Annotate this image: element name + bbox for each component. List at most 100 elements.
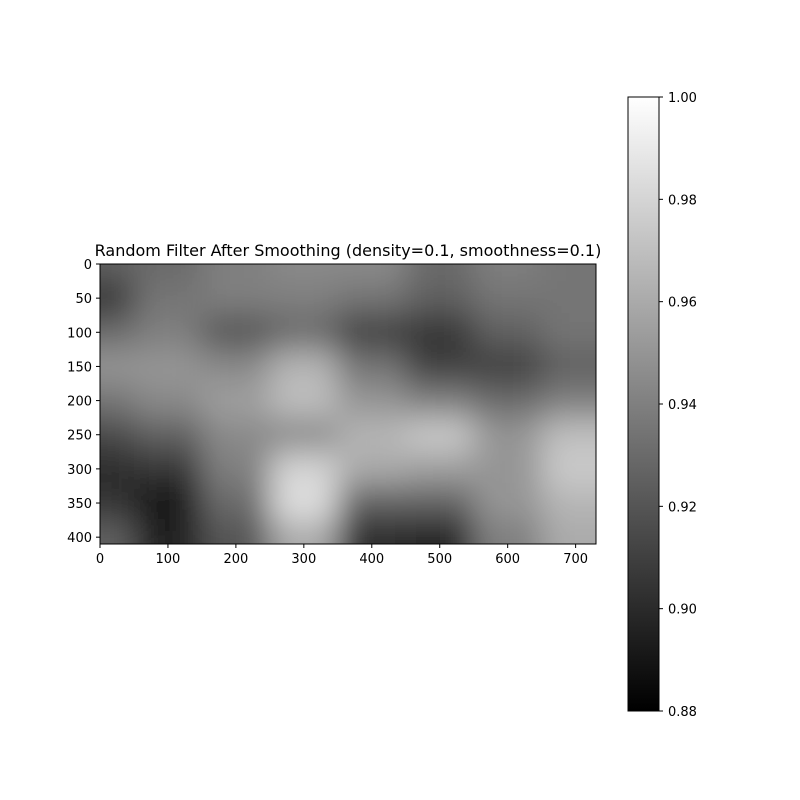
heatmap-cell — [201, 281, 271, 316]
heatmap-cell — [541, 349, 596, 385]
x-tick-label: 500 — [427, 552, 452, 567]
heatmap-image — [100, 264, 596, 544]
heatmap-cell — [269, 315, 339, 350]
heatmap-cell — [473, 349, 543, 385]
heatmap-cell — [133, 264, 203, 282]
y-tick-label: 100 — [67, 326, 92, 341]
heatmap-cell — [473, 281, 543, 316]
heatmap-cell — [133, 485, 203, 521]
heatmap-cell — [201, 315, 271, 350]
heatmap-cell — [269, 281, 339, 316]
heatmap-cell — [100, 264, 135, 282]
heatmap-cell — [133, 281, 203, 316]
heatmap-cell — [405, 485, 475, 521]
y-tick-label: 400 — [67, 531, 92, 546]
heatmap-cell — [133, 451, 203, 487]
heatmap-cell — [133, 349, 203, 385]
heatmap-cell — [405, 383, 475, 419]
heatmap-cell — [541, 451, 596, 487]
heatmap-cell — [473, 315, 543, 350]
heatmap-cell — [473, 383, 543, 419]
heatmap-cell — [100, 383, 135, 419]
heatmap-cell — [133, 315, 203, 350]
heatmap-cell — [337, 520, 407, 544]
heatmap-cell — [337, 383, 407, 419]
y-tick-label: 250 — [67, 429, 92, 444]
heatmap-cell — [100, 520, 135, 544]
heatmap-cell — [405, 264, 475, 282]
x-tick-label: 600 — [495, 552, 520, 567]
colorbar — [627, 96, 660, 712]
heatmap-cell — [201, 383, 271, 419]
heatmap-cell — [100, 315, 135, 350]
colorbar-tick-label: 0.94 — [668, 398, 697, 413]
heatmap-cell — [201, 520, 271, 544]
x-tick-label: 700 — [563, 552, 588, 567]
colorbar-tick-label: 0.92 — [668, 500, 697, 515]
x-tick-label: 0 — [96, 552, 104, 567]
heatmap-cell — [269, 520, 339, 544]
y-axis: 0 50 100 150 200 250 300 350 400 — [67, 258, 100, 546]
heatmap-cell — [541, 485, 596, 521]
x-tick-label: 200 — [223, 552, 248, 567]
heatmap-cell — [201, 451, 271, 487]
x-axis: 0 100 200 300 400 500 600 700 — [96, 544, 588, 567]
heatmap-cell — [473, 485, 543, 521]
heatmap-cell — [473, 417, 543, 453]
heatmap-cell — [337, 281, 407, 316]
heatmap-cell — [405, 281, 475, 316]
x-tick-label: 100 — [156, 552, 181, 567]
heatmap-cell — [405, 349, 475, 385]
x-tick-label: 300 — [291, 552, 316, 567]
heatmap-cell — [541, 520, 596, 544]
heatmap-cell — [473, 451, 543, 487]
heatmap-cell — [100, 417, 135, 453]
heatmap-cell — [269, 451, 339, 487]
heatmap-cell — [269, 349, 339, 385]
heatmap-cell — [201, 485, 271, 521]
colorbar-tick-label: 0.98 — [668, 193, 697, 208]
chart-title: Random Filter After Smoothing (density=0… — [95, 241, 602, 260]
heatmap-cell — [201, 417, 271, 453]
heatmap-cell — [337, 485, 407, 521]
heatmap-cell — [405, 451, 475, 487]
plot-frame — [99, 263, 597, 545]
y-tick-label: 350 — [67, 497, 92, 512]
heatmap-cell — [473, 264, 543, 282]
heatmap-cell — [133, 520, 203, 544]
heatmap-cell — [269, 264, 339, 282]
heatmap-cell — [473, 520, 543, 544]
heatmap-cell — [337, 349, 407, 385]
y-tick-label: 150 — [67, 360, 92, 375]
heatmap-cell — [405, 520, 475, 544]
heatmap-cell — [269, 417, 339, 453]
heatmap-cell — [541, 264, 596, 282]
heatmap-cell — [541, 383, 596, 419]
heatmap-cell — [201, 264, 271, 282]
heatmap-cell — [405, 417, 475, 453]
heatmap-cell — [269, 485, 339, 521]
colorbar-tick-label: 1.00 — [668, 91, 697, 106]
heatmap-cell — [100, 451, 135, 487]
colorbar-tick-label: 0.90 — [668, 603, 697, 618]
heatmap-cell — [100, 281, 135, 316]
y-tick-label: 200 — [67, 395, 92, 410]
heatmap-cell — [337, 264, 407, 282]
heatmap-cell — [269, 383, 339, 419]
heatmap-cell — [133, 383, 203, 419]
colorbar-axis: 0.88 0.90 0.92 0.94 0.96 0.98 1.00 — [659, 91, 697, 720]
heatmap-cell — [100, 485, 135, 521]
heatmap-cell — [100, 349, 135, 385]
heatmap-cell — [337, 315, 407, 350]
colorbar-tick-label: 0.96 — [668, 296, 697, 311]
y-tick-label: 50 — [75, 292, 92, 307]
colorbar-tick-label: 0.88 — [668, 705, 697, 720]
heatmap-cell — [541, 417, 596, 453]
y-tick-label: 300 — [67, 463, 92, 478]
x-tick-label: 400 — [359, 552, 384, 567]
heatmap-cell — [201, 349, 271, 385]
y-tick-label: 0 — [84, 258, 92, 273]
heatmap-cell — [541, 315, 596, 350]
heatmap-cell — [133, 417, 203, 453]
